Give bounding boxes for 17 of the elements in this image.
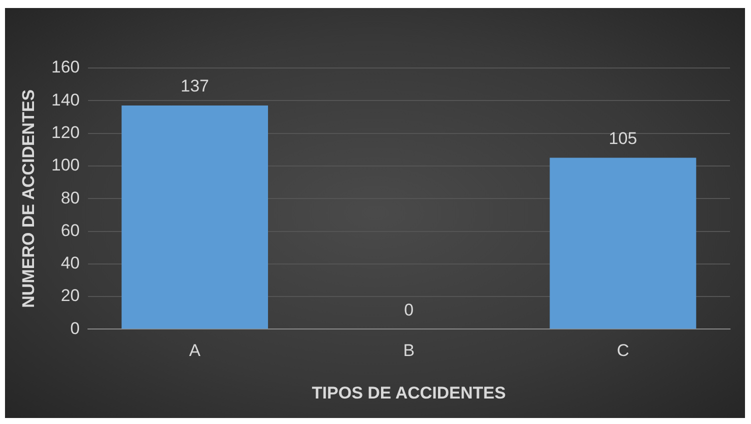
data-label: 105: [608, 128, 638, 148]
x-axis-title: TIPOS DE ACCIDENTES: [312, 383, 506, 402]
y-tick-label: 0: [70, 318, 80, 338]
y-tick-label: 160: [51, 58, 80, 77]
y-axis-title: NUMERO DE ACCIDENTES: [18, 89, 38, 308]
y-tick-label: 20: [60, 286, 80, 306]
y-tick-label: 120: [51, 122, 80, 142]
x-tick-label: C: [616, 341, 630, 360]
x-tick-label: B: [403, 341, 415, 360]
y-tick-label: 100: [51, 156, 80, 175]
y-tick-label: 140: [51, 90, 80, 110]
data-label: 0: [404, 300, 414, 320]
data-label: 137: [180, 76, 209, 96]
x-tick-label: A: [189, 341, 202, 360]
y-tick-label: 80: [60, 188, 80, 208]
y-tick-label: 60: [60, 220, 80, 240]
y-tick-label: 40: [60, 254, 80, 273]
